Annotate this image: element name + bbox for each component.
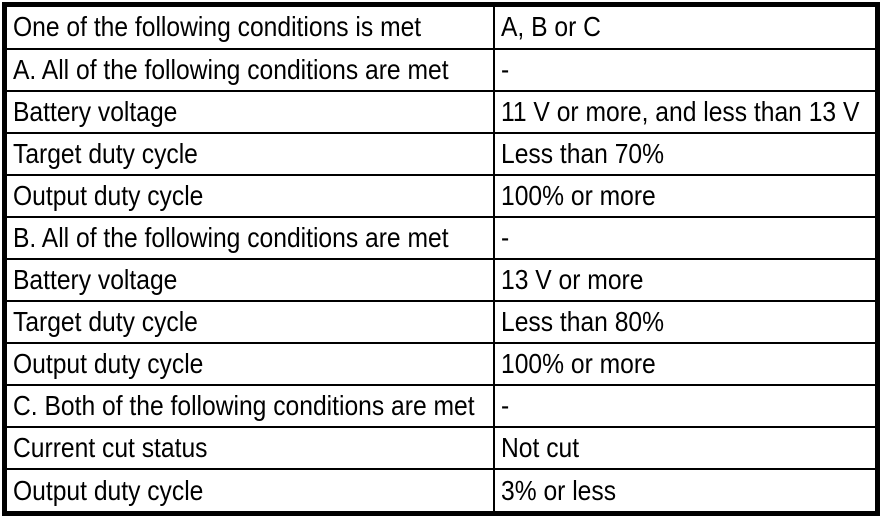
- value-cell: 3% or less: [493, 468, 879, 515]
- table-row: Target duty cycle Less than 70%: [3, 131, 879, 176]
- value-text: A, B or C: [501, 11, 601, 43]
- condition-text: Target duty cycle: [13, 137, 198, 169]
- table-row: C. Both of the following conditions are …: [3, 384, 879, 429]
- value-text: -: [501, 390, 510, 422]
- condition-cell: Battery voltage: [3, 257, 495, 303]
- condition-text: C. Both of the following conditions are …: [13, 390, 475, 422]
- condition-text: Output duty cycle: [13, 474, 204, 506]
- value-text: 11 V or more, and less than 13 V: [501, 95, 860, 127]
- table-row: Output duty cycle 3% or less: [3, 468, 879, 515]
- condition-text: A. All of the following conditions are m…: [13, 53, 449, 85]
- value-text: 100% or more: [501, 179, 656, 211]
- condition-text: Output duty cycle: [13, 179, 204, 211]
- condition-cell: B. All of the following conditions are m…: [3, 215, 495, 260]
- table-row: One of the following conditions is met A…: [3, 3, 879, 50]
- value-cell: -: [493, 384, 879, 429]
- value-text: -: [501, 53, 510, 85]
- condition-cell: Battery voltage: [3, 89, 495, 134]
- table-row: Output duty cycle 100% or more: [3, 173, 879, 218]
- value-cell: 11 V or more, and less than 13 V: [493, 89, 879, 134]
- table-row: B. All of the following conditions are m…: [3, 215, 879, 260]
- conditions-table-body: One of the following conditions is met A…: [3, 3, 879, 515]
- value-cell: 100% or more: [493, 342, 879, 387]
- value-cell: 100% or more: [493, 173, 879, 218]
- condition-text: Output duty cycle: [13, 348, 204, 380]
- value-text: 3% or less: [501, 474, 617, 506]
- value-cell: Not cut: [493, 426, 879, 471]
- condition-cell: A. All of the following conditions are m…: [3, 47, 495, 92]
- condition-cell: Output duty cycle: [3, 173, 495, 218]
- condition-cell: Target duty cycle: [3, 300, 495, 345]
- value-text: 13 V or more: [501, 264, 644, 295]
- value-cell: -: [493, 47, 879, 92]
- condition-cell: Current cut status: [3, 426, 495, 471]
- condition-cell: Target duty cycle: [3, 131, 495, 176]
- table-row: Output duty cycle 100% or more: [3, 342, 879, 387]
- value-cell: 13 V or more: [493, 257, 879, 303]
- value-cell: Less than 80%: [493, 300, 879, 345]
- table-row: A. All of the following conditions are m…: [3, 47, 879, 92]
- value-text: Less than 80%: [501, 306, 665, 338]
- table-row: Current cut status Not cut: [3, 426, 879, 471]
- condition-text: Battery voltage: [13, 264, 178, 295]
- condition-text: Battery voltage: [13, 95, 178, 127]
- value-text: 100% or more: [501, 348, 656, 380]
- value-text: -: [501, 221, 510, 253]
- table-row: Target duty cycle Less than 80%: [3, 300, 879, 345]
- condition-text: Current cut status: [13, 432, 208, 464]
- value-cell: -: [493, 215, 879, 260]
- condition-cell: C. Both of the following conditions are …: [3, 384, 495, 429]
- value-text: Less than 70%: [501, 137, 665, 169]
- value-cell: Less than 70%: [493, 131, 879, 176]
- condition-text: One of the following conditions is met: [13, 11, 422, 43]
- condition-cell: Output duty cycle: [3, 468, 495, 515]
- condition-text: B. All of the following conditions are m…: [13, 221, 449, 253]
- table-row: Battery voltage 11 V or more, and less t…: [3, 89, 879, 134]
- value-text: Not cut: [501, 432, 580, 464]
- condition-text: Target duty cycle: [13, 306, 198, 338]
- condition-cell: One of the following conditions is met: [3, 3, 495, 50]
- table-row: Battery voltage 13 V or more: [3, 257, 879, 303]
- value-cell: A, B or C: [493, 3, 879, 50]
- condition-cell: Output duty cycle: [3, 342, 495, 387]
